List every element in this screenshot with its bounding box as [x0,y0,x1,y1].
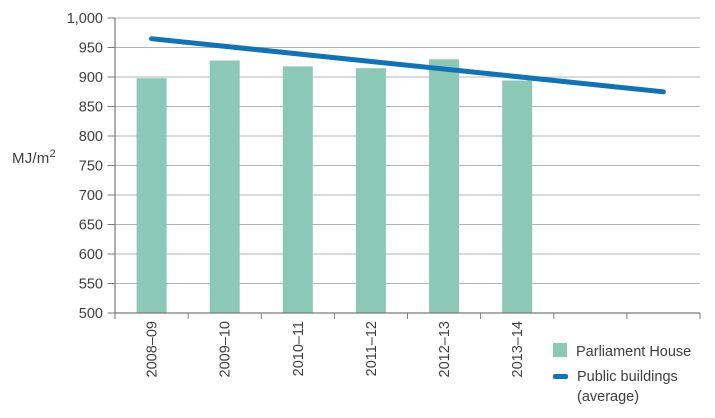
svg-text:2009–10: 2009–10 [218,321,234,377]
svg-text:2011–12: 2011–12 [364,321,380,376]
bar-series-swatch-icon [553,343,567,357]
legend-item-public-buildings: Public buildings (average) [553,367,695,407]
svg-text:2013–14: 2013–14 [510,321,526,377]
svg-text:800: 800 [79,129,103,145]
svg-text:550: 550 [79,277,103,293]
y-axis-title-superscript: 2 [49,148,56,160]
svg-text:1,000: 1,000 [67,11,103,27]
line-series-swatch-icon [553,374,568,379]
legend-item-parliament-house: Parliament House [553,342,694,362]
svg-text:850: 850 [79,100,103,116]
svg-text:900: 900 [79,70,103,86]
svg-text:2012–13: 2012–13 [437,321,453,377]
svg-text:700: 700 [79,188,103,204]
y-axis-title: MJ/m2 [12,148,56,167]
svg-text:2010–11: 2010–11 [291,321,307,376]
svg-text:2008–09: 2008–09 [145,321,161,377]
svg-text:600: 600 [79,247,103,263]
y-axis-title-text: MJ/m [12,150,50,167]
svg-text:500: 500 [79,306,103,322]
svg-text:750: 750 [79,159,103,175]
svg-text:650: 650 [79,218,103,234]
legend-label-public-buildings: Public buildings (average) [577,369,678,405]
svg-text:950: 950 [79,41,103,57]
legend-label-parliament-house: Parliament House [576,344,692,360]
